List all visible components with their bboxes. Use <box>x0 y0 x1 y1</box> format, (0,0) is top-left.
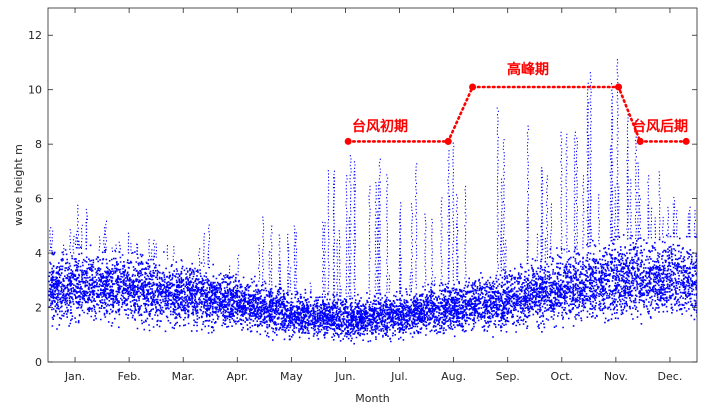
y-tick-label: 10 <box>28 84 42 97</box>
data-points <box>48 59 697 345</box>
y-tick-label: 4 <box>35 247 42 260</box>
annotation-marker <box>615 83 623 91</box>
x-axis-label: Month <box>355 392 390 405</box>
plot-frame <box>47 7 698 363</box>
y-tick-label: 12 <box>28 29 42 42</box>
point-cloud <box>48 232 697 345</box>
annotation-label: 台风后期 <box>632 118 688 135</box>
y-tick-label: 0 <box>35 356 42 369</box>
annotation-0: 台风初期 <box>344 118 452 145</box>
annotation-marker <box>469 83 477 91</box>
x-tick-label: May <box>280 370 303 383</box>
x-tick-label: Jul. <box>390 370 408 383</box>
annotation-1: 高峰期 <box>444 61 644 145</box>
x-tick-label: Apr. <box>227 370 249 383</box>
y-tick-label: 6 <box>35 193 42 206</box>
annotation-label: 台风初期 <box>352 118 408 135</box>
y-tick-label: 2 <box>35 302 42 315</box>
annotation-label: 高峰期 <box>507 61 549 78</box>
x-tick-label: Nov. <box>604 370 628 383</box>
axes: Jan. Feb. Mar. Apr. May Jun. Jul. Aug. Sep. Oct. N… <box>28 7 698 383</box>
y-axis-label: wave height m <box>12 144 25 226</box>
annotation-marker <box>682 137 690 145</box>
storm-spikes <box>49 59 696 298</box>
x-tick-label: Oct. <box>551 370 574 383</box>
x-tick-label: Jan. <box>64 370 85 383</box>
annotation-2: 台风后期 <box>632 118 690 145</box>
annotation-line <box>446 85 642 143</box>
x-tick-label: Jun. <box>334 370 356 383</box>
annotation-marker <box>444 137 452 145</box>
x-tick-label: Aug. <box>441 370 466 383</box>
x-tick-label: Mar. <box>172 370 195 383</box>
annotation-marker <box>344 137 352 145</box>
annotation-marker <box>636 137 644 145</box>
x-tick-label: Sep. <box>496 370 520 383</box>
x-tick-label: Dec. <box>658 370 683 383</box>
y-tick-label: 8 <box>35 138 42 151</box>
x-tick-label: Feb. <box>118 370 141 383</box>
